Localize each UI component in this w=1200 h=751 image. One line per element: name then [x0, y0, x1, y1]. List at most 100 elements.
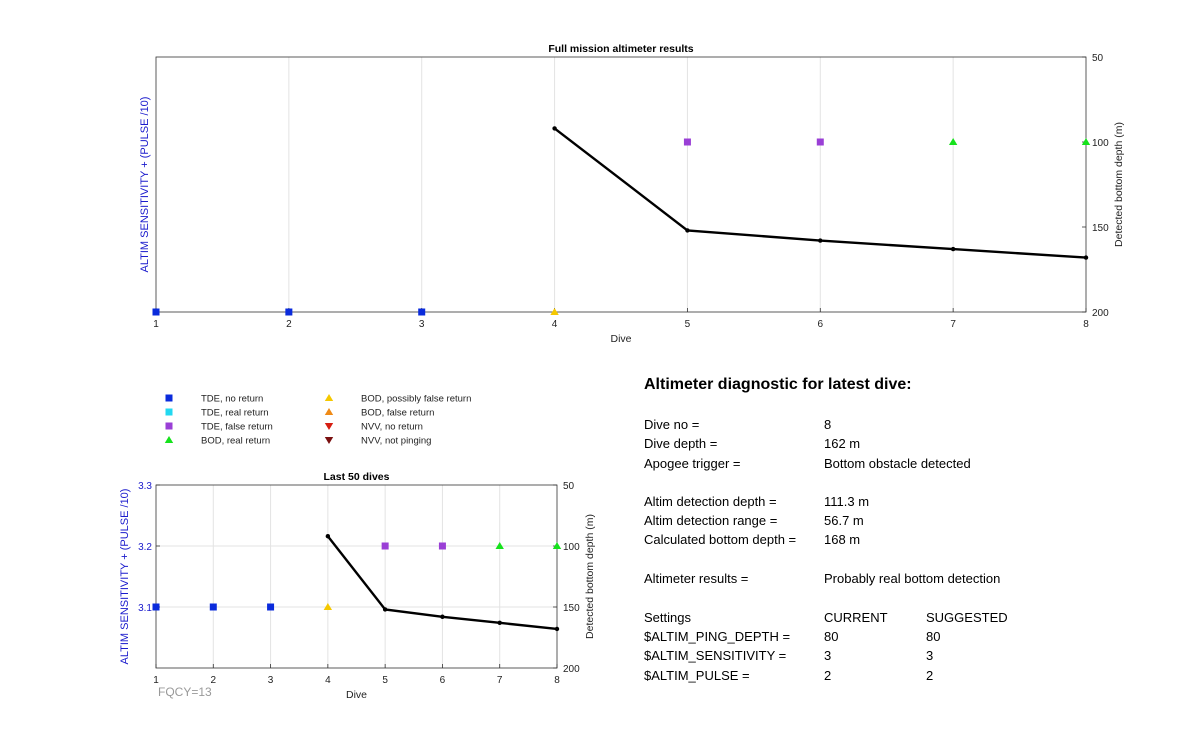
setting-label-ping-depth: $ALTIM_PING_DEPTH =: [644, 629, 791, 644]
legend-marker-tde-no-return: [165, 394, 173, 402]
diag-value-dive-no: 8: [824, 417, 832, 432]
fqcy-annotation: FQCY=13: [158, 685, 212, 699]
diag-label-dive-no: Dive no =: [644, 417, 700, 432]
x-tick-label: 3: [419, 319, 425, 330]
marker-tde-no-return: [418, 308, 426, 316]
legend-marker-nvv-not-pinging: [324, 437, 334, 444]
marker-tde-no-return: [267, 603, 275, 611]
marker-tde-no-return: [152, 308, 160, 316]
left-y-tick-label: 3.2: [138, 542, 152, 553]
legend-label: TDE, real return: [201, 408, 269, 419]
left-y-axis-label: ALTIM SENSITIVITY + (PULSE /10): [119, 489, 131, 665]
x-tick-label: 4: [325, 675, 331, 686]
x-tick-label: 8: [1083, 319, 1089, 330]
x-tick-label: 6: [440, 675, 446, 686]
marker-tde-false-return: [381, 542, 389, 550]
chart-0: 1 2 3 4 5 6 7 8 50 100 150 200 Full mission altimete…: [139, 43, 1125, 345]
plot-frame: [155, 56, 1087, 313]
depth-point: [1083, 255, 1089, 260]
x-axis-label: Dive: [610, 333, 631, 345]
setting-suggested-pulse: 2: [926, 668, 934, 683]
legend-label: TDE, false return: [201, 422, 273, 433]
marker-tde-no-return: [152, 603, 160, 611]
right-y-tick-label: 150: [1092, 223, 1109, 234]
setting-suggested-sensitivity: 3: [926, 648, 934, 663]
right-y-tick-label: 200: [563, 664, 580, 675]
legend-marker-bod-possibly-false-return: [324, 394, 334, 401]
right-y-tick-label: 150: [563, 603, 580, 614]
x-tick-label: 7: [497, 675, 503, 686]
x-axis-label: Dive: [346, 689, 367, 701]
marker-tde-false-return: [683, 138, 691, 146]
legend-label: BOD, false return: [361, 408, 434, 419]
right-y-tick-label: 100: [1092, 138, 1109, 149]
marker-tde-false-return: [816, 138, 824, 146]
diag-label-dive-depth: Dive depth =: [644, 436, 718, 451]
x-tick-label: 8: [554, 675, 560, 686]
depth-point: [497, 620, 502, 626]
left-y-tick-label: 3.3: [138, 481, 152, 492]
right-y-tick-label: 50: [563, 481, 575, 492]
setting-suggested-ping-depth: 80: [926, 629, 941, 644]
diag-label-altim-detection-range: Altim detection range =: [644, 513, 778, 528]
chart-title: Last 50 dives: [324, 471, 390, 483]
settings-header-label: Settings: [644, 610, 691, 625]
legend-marker-tde-real-return: [165, 408, 173, 416]
diag-value-altim-detection-depth: 111.3 m: [824, 494, 870, 509]
right-y-axis-label: Detected bottom depth (m): [584, 514, 596, 639]
right-y-tick-label: 200: [1092, 308, 1109, 319]
depth-point: [552, 126, 557, 131]
legend-label: BOD, real return: [201, 436, 270, 447]
settings-header-current: CURRENT: [824, 610, 888, 625]
legend-label: BOD, possibly false return: [361, 394, 471, 405]
depth-point: [950, 246, 956, 252]
right-y-tick-label: 50: [1092, 53, 1104, 64]
right-y-tick-label: 100: [563, 542, 580, 553]
diag-value-dive-depth: 162 m: [824, 436, 861, 451]
legend-label: NVV, not pinging: [361, 436, 431, 447]
legend-marker-bod-false-return: [324, 408, 334, 415]
marker-bod-real-return: [495, 542, 504, 549]
setting-label-pulse: $ALTIM_PULSE =: [644, 668, 750, 683]
left-y-tick-label: 3.1: [138, 603, 152, 614]
diag-value-altimeter-results: Probably real bottom detection: [824, 571, 1001, 586]
marker-tde-no-return: [209, 603, 217, 611]
diag-label-altim-detection-depth: Altim detection depth =: [644, 494, 777, 509]
depth-point: [440, 614, 445, 619]
depth-point: [685, 228, 690, 233]
chart-1: 1 2 3 4 5 6 7 8 50 100 150 200 3.1 3.2 3.3 Last 50 dive…: [119, 471, 596, 701]
x-tick-label: 6: [818, 319, 824, 330]
diagnostic-title: Altimeter diagnostic for latest dive:: [644, 376, 912, 393]
marker-tde-no-return: [285, 308, 293, 316]
chart-title: Full mission altimeter results: [548, 43, 693, 55]
x-tick-label: 1: [153, 675, 159, 686]
depth-point: [382, 607, 388, 612]
marker-tde-false-return: [438, 542, 446, 550]
legend-marker-nvv-no-return: [324, 423, 334, 430]
setting-current-pulse: 2: [824, 668, 832, 683]
depth-point: [554, 626, 560, 632]
depth-point: [325, 534, 331, 539]
marker-bod-possibly-false-return: [550, 308, 559, 315]
x-tick-label: 4: [552, 319, 558, 330]
setting-current-sensitivity: 3: [824, 648, 832, 663]
diag-label-calculated-bottom-depth: Calculated bottom depth =: [644, 532, 797, 547]
marker-bod-possibly-false-return: [323, 603, 333, 610]
x-tick-label: 2: [286, 319, 292, 330]
x-tick-label: 1: [153, 319, 159, 330]
x-tick-label: 7: [950, 319, 956, 330]
diag-value-apogee-trigger: Bottom obstacle detected: [824, 456, 971, 471]
marker-bod-real-return: [1081, 138, 1091, 145]
diag-label-apogee-trigger: Apogee trigger =: [644, 456, 741, 471]
x-tick-label: 5: [382, 675, 388, 686]
setting-label-sensitivity: $ALTIM_SENSITIVITY =: [644, 648, 787, 663]
legend-label: TDE, no return: [201, 394, 263, 405]
plot-frame: [155, 484, 558, 669]
legend-marker-bod-real-return: [164, 436, 174, 443]
diag-label-altimeter-results: Altimeter results =: [644, 571, 749, 586]
settings-header-suggested: SUGGESTED: [926, 610, 1008, 625]
setting-current-ping-depth: 80: [824, 629, 839, 644]
diag-value-altim-detection-range: 56.7 m: [824, 513, 864, 528]
marker-bod-real-return: [948, 138, 958, 145]
